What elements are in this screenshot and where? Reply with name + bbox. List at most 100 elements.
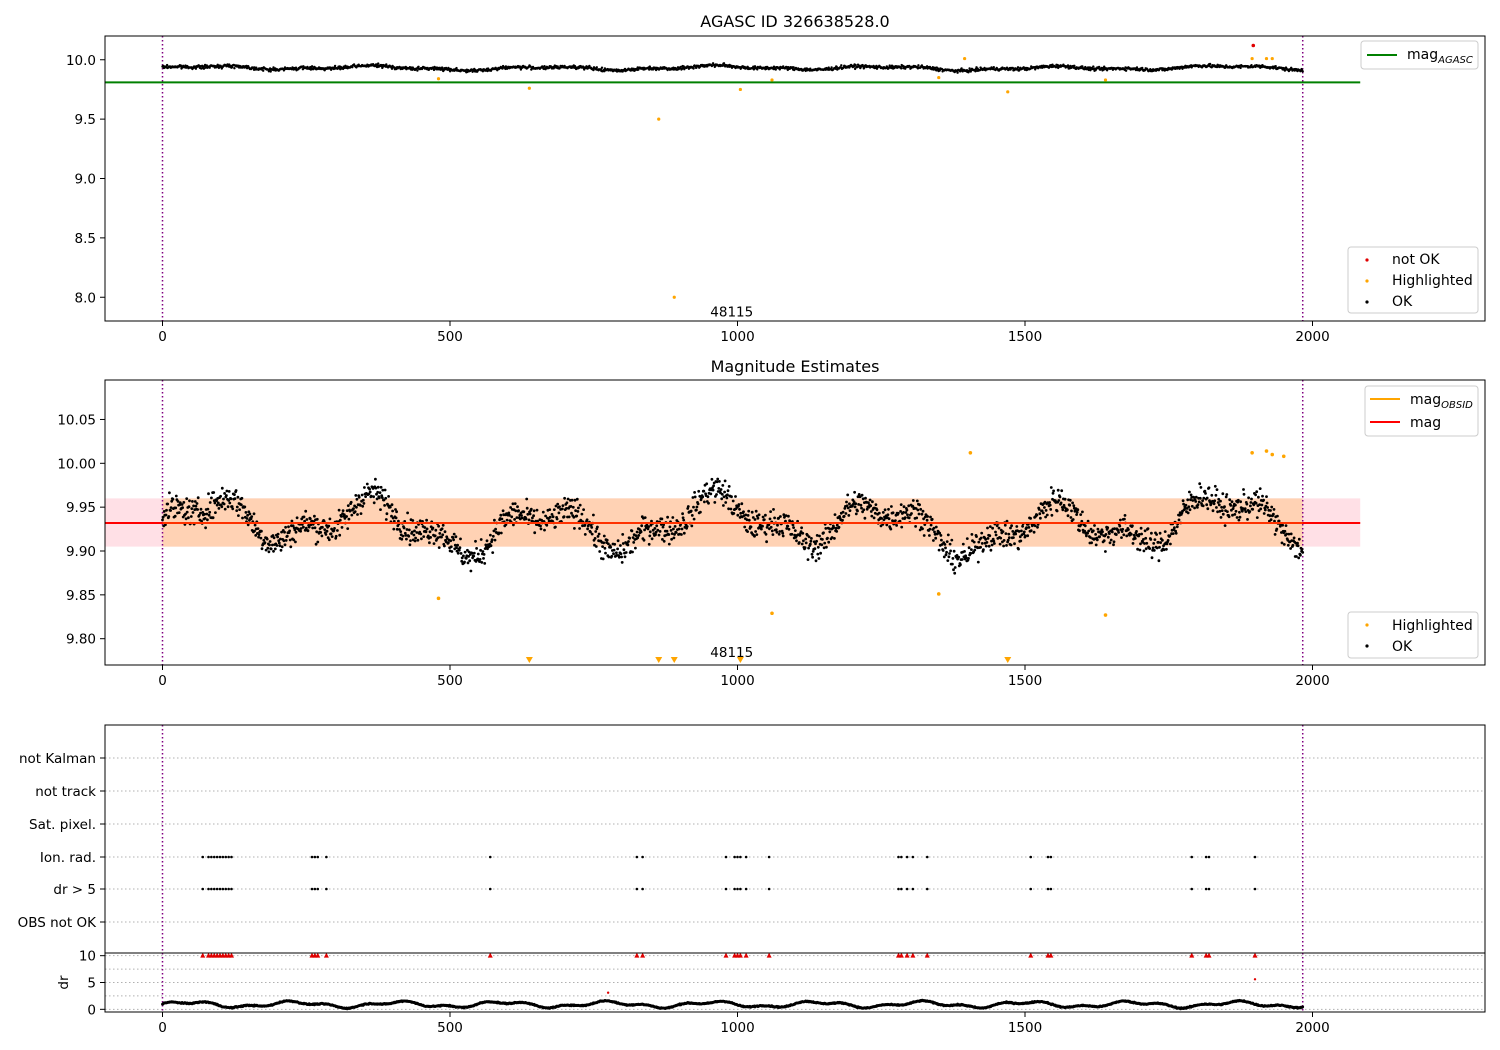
magnitude-ok-point [1157,559,1161,563]
magnitude-ok-point [223,507,227,511]
magnitude-ok-point [1225,493,1229,496]
agasc-ok-point [900,67,903,70]
magnitude-ok-point [330,535,334,538]
agasc-ok-point [692,67,695,70]
magnitude-ok-point [1159,541,1162,544]
magnitude-ok-point [527,518,531,522]
magnitude-ok-point [718,480,721,483]
magnitude-ok-point [548,508,552,511]
magnitude-ok-point [580,512,584,516]
magnitude-ok-point [592,513,595,517]
magnitude-ok-point [738,507,741,511]
magnitude-ok-point [443,530,447,534]
magnitude-ok-point [240,496,244,500]
magnitude-ok-point [260,547,264,551]
magnitude-ok-point [578,503,582,507]
magnitude-ok-point [207,513,211,517]
magnitude-ok-point [1213,484,1217,488]
magnitude-ok-point [1083,524,1087,528]
magnitude-ok-point [754,530,757,533]
magnitude-ok-point [1125,534,1129,538]
magnitude-ok-point [951,562,954,566]
magnitude-ok-point [650,537,654,541]
agasc-ok-point [827,66,830,69]
magnitude-ok-point [1144,547,1148,551]
magnitude-ok-point [472,554,476,558]
magnitude-ok-point [1297,556,1301,560]
flags-event-marker [925,887,929,891]
magnitude-ok-point [340,526,344,529]
flags-event-marker [210,887,213,891]
magnitude-ok-point [907,516,911,520]
magnitude-legend-top: magOBSID mag [1364,385,1479,437]
magnitude-ok-point [883,508,887,512]
magnitude-ok-point [1270,505,1274,509]
magnitude-ok-point [541,510,545,514]
magnitude-ok-point [1152,542,1156,545]
agasc-ok-point [856,63,860,66]
magnitude-ok-point [380,496,384,499]
magnitude-ok-point [355,505,358,509]
magnitude-ok-point [1076,508,1080,512]
magnitude-ok-point [680,533,683,536]
flags-event-marker [744,887,748,891]
magnitude-ok-point [756,516,760,520]
magnitude-ok-point [259,536,263,540]
magnitude-ok-point [769,510,772,513]
magnitude-ok-point [284,539,288,542]
magnitude-ok-point [422,535,426,538]
magnitude-ok-point [877,511,881,515]
magnitude-x-tick-label: 1500 [1008,673,1042,689]
magnitude-ok-point [364,495,367,498]
magnitude-ok-point [1007,536,1011,540]
magnitude-ok-point [690,524,694,528]
magnitude-ok-point [510,515,514,519]
magnitude-ok-point [234,489,238,492]
magnitude-ok-point [441,523,445,527]
magnitude-ok-point [1066,508,1069,512]
magnitude-ok-point [875,508,879,512]
flags-event-marker [227,887,230,891]
magnitude-ok-point [493,538,497,542]
magnitude-ok-point [276,535,279,539]
magnitude-ok-point [871,500,874,504]
flags-event-marker [325,855,328,859]
agasc-x-tick-label: 500 [437,329,463,345]
flags-event-marker [1049,887,1053,891]
magnitude-ok-point [429,536,432,539]
magnitude-ok-point [1118,524,1122,528]
magnitude-highlighted-point [1264,449,1269,453]
magnitude-ok-point [1041,511,1045,515]
magnitude-ok-point [459,537,462,541]
magnitude-ok-point [747,509,751,513]
magnitude-ok-point [500,517,504,521]
magnitude-legend-highlighted-label: Highlighted [1392,618,1473,634]
magnitude-ok-point [347,517,351,521]
magnitude-ok-point [428,530,432,534]
magnitude-ok-point [315,517,319,521]
agasc-ok-point [333,64,337,68]
magnitude-ok-point [328,517,332,521]
agasc-x-tick-label: 1000 [720,329,754,345]
magnitude-ok-point [196,496,200,500]
flags-event-marker [221,887,225,891]
magnitude-ok-point [1198,496,1202,500]
magnitude-ok-point [1158,545,1161,549]
magnitude-ok-point [1148,547,1152,550]
magnitude-ok-point [1123,514,1127,517]
flags-event-marker [313,855,317,859]
magnitude-ok-point [304,509,308,513]
magnitude-ok-point [755,533,759,536]
magnitude-ok-point [1005,544,1008,547]
agasc-panel-title: AGASC ID 326638528.0 [700,12,889,31]
magnitude-ok-point [601,545,604,548]
magnitude-ok-point [441,533,445,537]
magnitude-ok-point [1142,549,1146,553]
magnitude-ok-point [1173,526,1176,530]
magnitude-ok-point [597,532,601,536]
magnitude-ok-point [889,527,893,531]
magnitude-ok-point [1235,516,1239,519]
magnitude-ok-point [1015,525,1019,528]
agasc-highlighted-point [1006,90,1010,94]
magnitude-ok-point [295,516,299,520]
